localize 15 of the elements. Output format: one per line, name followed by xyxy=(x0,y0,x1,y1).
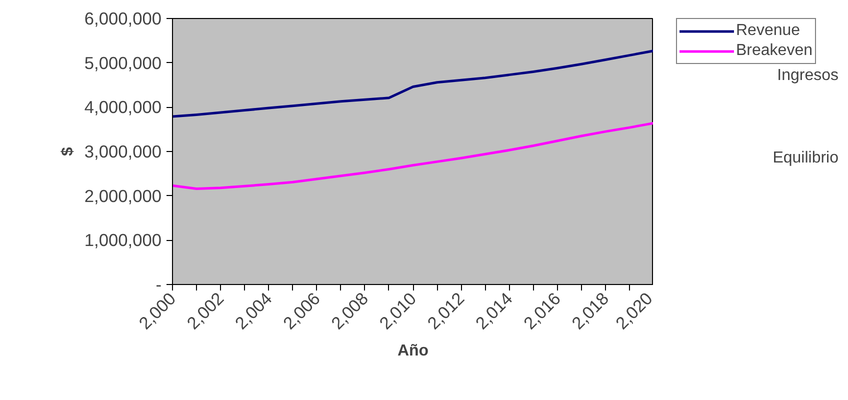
line-series xyxy=(172,122,653,190)
legend-label: Revenue xyxy=(736,22,800,40)
y-tick-label: 2,000,000 xyxy=(84,186,162,206)
y-tick-label: 4,000,000 xyxy=(84,97,162,118)
y-tick-label: - xyxy=(156,274,162,294)
y-tick-label: 6,000,000 xyxy=(84,8,162,28)
line-series xyxy=(172,50,653,118)
y-tick-label: 1,000,000 xyxy=(84,230,162,250)
legend-label: Breakeven xyxy=(736,42,812,60)
y-tick-label: 5,000,000 xyxy=(84,52,162,73)
text: Ingresos xyxy=(777,67,839,84)
y-axis-title: $ xyxy=(59,146,76,156)
text: Equilibrio xyxy=(772,150,839,167)
y-tick-label: 3,000,000 xyxy=(84,142,162,162)
x-axis-title: Año xyxy=(397,342,429,360)
